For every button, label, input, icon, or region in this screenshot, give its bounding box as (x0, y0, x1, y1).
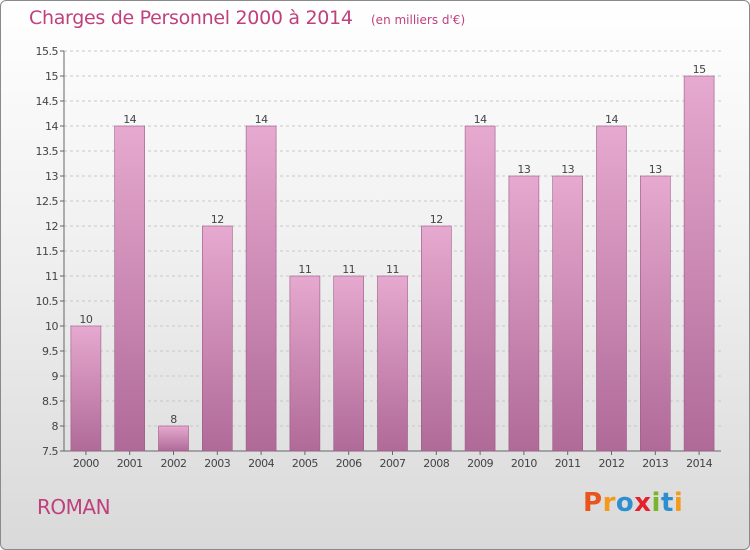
bar-2001 (114, 125, 145, 452)
chart-title: Charges de Personnel 2000 à 2014 (29, 7, 353, 29)
logo-letter: x (634, 488, 652, 518)
bar-2003 (202, 225, 233, 452)
y-tick-label: 10.5 (36, 295, 59, 308)
y-tick-label: 15 (45, 70, 58, 83)
data-label-2012: 14 (605, 113, 618, 126)
data-label-2010: 13 (517, 163, 530, 176)
bar-2000 (70, 325, 102, 452)
x-tick-label-2002: 2002 (161, 457, 187, 470)
bar-2002 (158, 425, 189, 452)
x-tick-label-2014: 2014 (686, 457, 712, 470)
y-tick-label: 12.5 (36, 195, 59, 208)
proxiti-logo: Proxiti (583, 488, 683, 518)
y-tick-label: 8 (52, 420, 59, 433)
x-tick-label-2003: 2003 (204, 457, 230, 470)
data-label-2014: 15 (693, 63, 706, 76)
bar-2009 (464, 125, 496, 452)
bars (70, 75, 715, 452)
y-tick-label: 15.5 (36, 45, 59, 58)
y-tick-label: 11 (45, 270, 58, 283)
bar-2006 (333, 275, 365, 452)
y-tick-label: 13.5 (36, 145, 59, 158)
x-tick-label-2010: 2010 (511, 457, 537, 470)
x-tick-label-2008: 2008 (423, 457, 449, 470)
y-tick-label: 9 (52, 370, 59, 383)
data-label-2011: 13 (561, 163, 574, 176)
logo-letter: t (660, 488, 674, 518)
x-tick-label-2005: 2005 (292, 457, 318, 470)
commune-name: ROMAN (37, 495, 111, 519)
logo-letter: r (602, 488, 616, 518)
chart-unit: (en milliers d'€) (371, 13, 466, 27)
x-tick-label-2007: 2007 (380, 457, 406, 470)
bar-2008 (420, 225, 452, 452)
y-tick-label: 7.5 (42, 445, 58, 458)
bar-2014 (683, 75, 715, 452)
y-tick-label: 8.5 (42, 395, 58, 408)
x-tick-label-2004: 2004 (248, 457, 274, 470)
data-label-2004: 14 (255, 113, 268, 126)
y-tick-label: 9.5 (42, 345, 58, 358)
logo-letter: o (615, 488, 635, 518)
logo-letter: i (651, 488, 661, 518)
data-label-2007: 11 (386, 263, 399, 276)
bar-2010 (508, 175, 540, 452)
y-tick-label: 11.5 (36, 245, 59, 258)
data-label-2001: 14 (123, 113, 136, 126)
x-tick-label-2013: 2013 (642, 457, 668, 470)
x-tick-label-2000: 2000 (73, 457, 99, 470)
bar-2004 (245, 125, 277, 452)
bar-2011 (552, 175, 584, 452)
data-label-2006: 11 (342, 263, 355, 276)
data-label-2013: 13 (649, 163, 662, 176)
x-tick-label-2012: 2012 (599, 457, 625, 470)
logo-letter: P (583, 488, 603, 518)
x-tick-label-2009: 2009 (467, 457, 493, 470)
y-tick-label: 12 (45, 220, 58, 233)
bar-2007 (377, 275, 408, 452)
y-tick-label: 13 (45, 170, 58, 183)
y-tick-label: 14 (45, 120, 58, 133)
labels: 7.5 8 8.5 9 9.5 10 10.5 11 11.5 12 12.5 13 13.5 14 14.… (36, 45, 714, 470)
data-label-2005: 11 (298, 263, 311, 276)
bar-2012 (596, 125, 627, 452)
data-label-2008: 12 (430, 213, 443, 226)
x-tick-label-2011: 2011 (555, 457, 581, 470)
data-label-2003: 12 (211, 213, 224, 226)
bar-2005 (289, 275, 321, 452)
data-label-2000: 10 (79, 313, 92, 326)
x-tick-label-2001: 2001 (117, 457, 143, 470)
data-label-2009: 14 (474, 113, 487, 126)
logo-letter: i (673, 488, 684, 518)
data-label-2002: 8 (170, 413, 177, 426)
bar-2013 (639, 175, 671, 452)
y-tick-label: 14.5 (36, 95, 59, 108)
y-tick-label: 10 (45, 320, 58, 333)
x-tick-label-2006: 2006 (336, 457, 362, 470)
